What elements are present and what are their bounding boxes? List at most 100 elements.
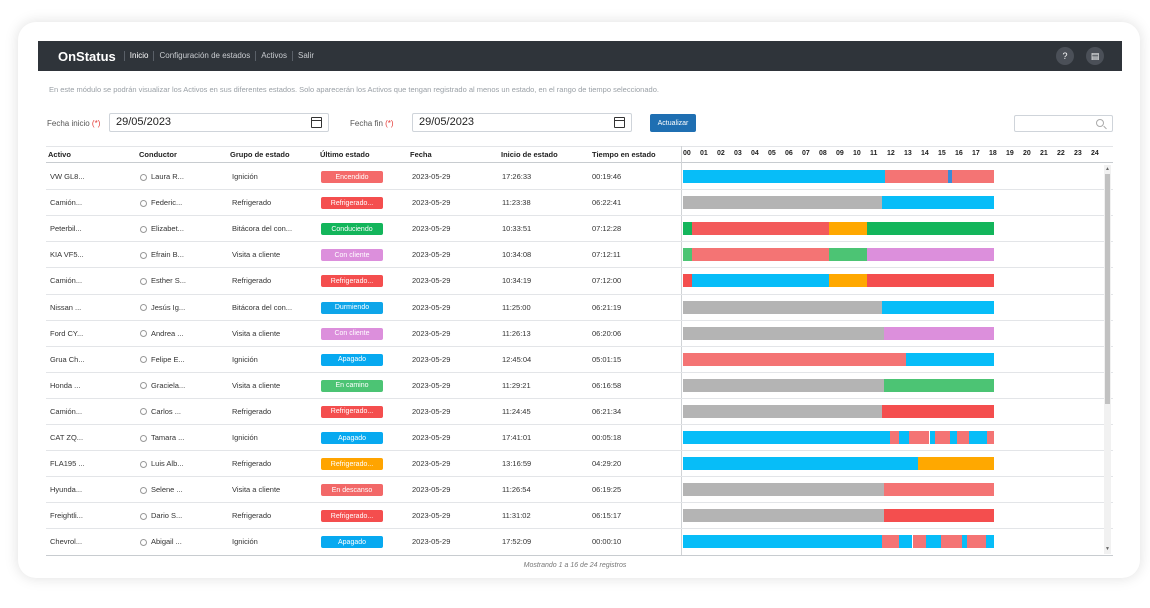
calendar-icon[interactable] [311, 117, 322, 128]
gantt-segment[interactable] [883, 326, 995, 340]
gantt-segment[interactable] [968, 431, 988, 445]
gantt-segment[interactable] [683, 170, 886, 184]
gantt-segment[interactable] [912, 535, 927, 549]
driver-icon [140, 277, 147, 285]
cell-fecha: 2023-05-29 [412, 276, 450, 285]
status-badge: Refrigerado... [321, 197, 383, 210]
gantt-segment[interactable] [691, 274, 830, 288]
gantt-segment[interactable] [829, 222, 867, 236]
gantt-segment[interactable] [683, 431, 891, 445]
gantt-segment[interactable] [961, 535, 967, 549]
gantt-segment[interactable] [829, 248, 867, 262]
gantt-segment[interactable] [683, 457, 918, 471]
grid-menu-icon[interactable]: ▤ [1086, 47, 1104, 65]
gantt-segment[interactable] [951, 170, 995, 184]
nav-salir[interactable]: Salir [292, 51, 319, 61]
cell-activo: Hyunda... [50, 485, 82, 494]
gantt-segment[interactable] [829, 274, 867, 288]
cell-grupo: Ignición [232, 355, 258, 364]
gantt-segment[interactable] [881, 404, 995, 418]
gantt-segment[interactable] [866, 274, 995, 288]
gantt-segment[interactable] [934, 431, 950, 445]
cell-conductor: Jesús Ig... [140, 303, 185, 312]
cell-grupo: Visita a cliente [232, 329, 280, 338]
gantt-segment[interactable] [683, 274, 692, 288]
gantt-segment[interactable] [898, 535, 913, 549]
cell-tiempo-text: 07:12:28 [592, 224, 622, 234]
gantt-segment[interactable] [683, 509, 884, 523]
gantt-segment[interactable] [866, 248, 995, 262]
cell-inicio: 17:52:09 [502, 537, 531, 546]
gantt-segment[interactable] [917, 457, 995, 471]
end-date-input[interactable]: 29/05/2023 [412, 113, 632, 132]
gantt-segment[interactable] [683, 196, 882, 210]
gantt-segment[interactable] [905, 352, 995, 366]
gantt-segment[interactable] [683, 535, 882, 549]
gantt-segment[interactable] [683, 326, 884, 340]
gantt-segment[interactable] [683, 248, 692, 262]
driver-icon [140, 330, 147, 338]
cell-fecha: 2023-05-29 [412, 381, 450, 390]
gantt-segment[interactable] [883, 378, 995, 392]
header-activo[interactable]: Activo [48, 150, 71, 159]
brand-logo[interactable]: OnStatus [58, 48, 116, 64]
gantt-segment[interactable] [985, 535, 995, 549]
gantt-segment[interactable] [881, 300, 995, 314]
header-tiempo[interactable]: Tiempo en estado [592, 150, 656, 159]
header-ultimo-estado[interactable]: Último estado [320, 150, 370, 159]
gantt-hour-label: 01 [700, 150, 708, 157]
gantt-segment[interactable] [683, 352, 906, 366]
gantt-segment[interactable] [683, 378, 884, 392]
gantt-segment[interactable] [929, 431, 935, 445]
cell-conductor-text: Esther S... [151, 276, 187, 286]
scroll-up-arrow[interactable]: ▲ [1105, 166, 1110, 172]
cell-activo-text: Ford CY... [50, 328, 84, 338]
status-badge: Durmiendo [321, 301, 383, 314]
cell-fecha: 2023-05-29 [412, 511, 450, 520]
search-input[interactable] [1014, 115, 1113, 132]
scroll-down-arrow[interactable]: ▼ [1105, 546, 1110, 552]
gantt-segment[interactable] [881, 196, 995, 210]
gantt-segment[interactable] [987, 431, 995, 445]
gantt-segment[interactable] [683, 222, 692, 236]
calendar-icon[interactable] [614, 117, 625, 128]
gantt-segment[interactable] [948, 170, 952, 184]
cell-tiempo-text: 06:19:25 [592, 485, 622, 495]
gantt-segment[interactable] [881, 535, 899, 549]
table-bottom-border [46, 555, 1113, 556]
gantt-segment[interactable] [898, 431, 910, 445]
gantt-hour-label: 20 [1023, 150, 1031, 157]
gantt-segment[interactable] [956, 431, 969, 445]
cell-grupo-text: Ignición [232, 433, 258, 443]
gantt-segment[interactable] [885, 170, 949, 184]
gantt-segment[interactable] [941, 535, 962, 549]
gantt-hour-label: 08 [819, 150, 827, 157]
gantt-segment[interactable] [883, 483, 995, 497]
cell-tiempo-text: 07:12:00 [592, 276, 622, 286]
gantt-segment[interactable] [883, 509, 995, 523]
gantt-segment[interactable] [683, 483, 884, 497]
gantt-segment[interactable] [949, 431, 957, 445]
header-fecha[interactable]: Fecha [410, 150, 432, 159]
help-icon[interactable]: ? [1056, 47, 1074, 65]
scrollbar-thumb[interactable] [1105, 174, 1110, 404]
cell-inicio: 11:29:21 [502, 381, 531, 390]
gantt-segment[interactable] [926, 535, 942, 549]
cell-grupo-text: Refrigerado [232, 276, 272, 286]
header-grupo[interactable]: Grupo de estado [230, 150, 290, 159]
gantt-segment[interactable] [691, 248, 830, 262]
gantt-segment[interactable] [909, 431, 930, 445]
header-inicio[interactable]: Inicio de estado [501, 150, 558, 159]
gantt-segment[interactable] [683, 300, 882, 314]
update-button[interactable]: Actualizar [650, 114, 696, 132]
gantt-segment[interactable] [890, 431, 899, 445]
nav-activos[interactable]: Activos [255, 51, 292, 61]
gantt-segment[interactable] [866, 222, 995, 236]
gantt-segment[interactable] [966, 535, 986, 549]
gantt-segment[interactable] [691, 222, 830, 236]
header-conductor[interactable]: Conductor [139, 150, 177, 159]
nav-configuracion[interactable]: Configuración de estados [153, 51, 255, 61]
nav-inicio[interactable]: Inicio [123, 51, 154, 61]
start-date-input[interactable]: 29/05/2023 [109, 113, 329, 132]
gantt-segment[interactable] [683, 404, 882, 418]
